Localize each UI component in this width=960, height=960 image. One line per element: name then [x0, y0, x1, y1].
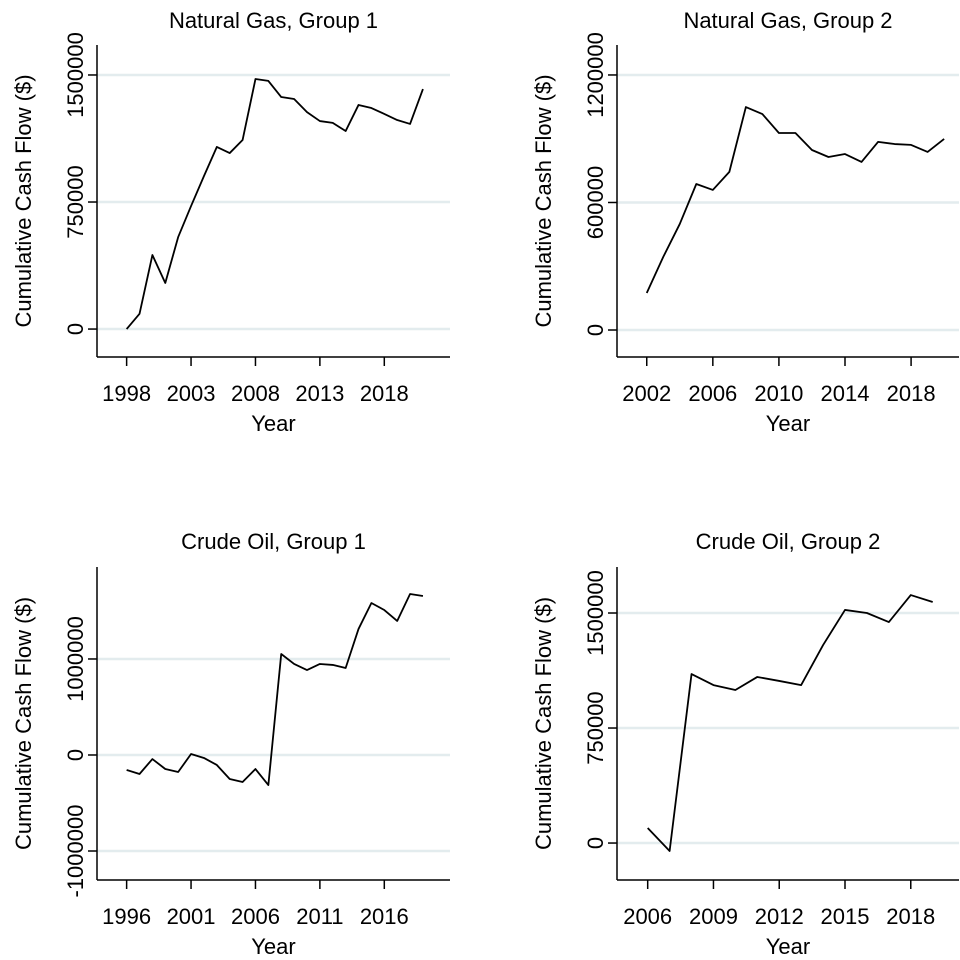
y-tick-label: 1500000: [583, 570, 608, 656]
x-tick-label: 2012: [755, 904, 804, 929]
chart-title: Crude Oil, Group 1: [181, 529, 366, 554]
data-line: [647, 594, 933, 852]
x-axis-label: Year: [251, 934, 295, 959]
y-tick-label: 1500000: [63, 32, 88, 118]
x-tick-label: 2009: [689, 904, 738, 929]
y-axis-label: Cumulative Cash Flow ($): [11, 74, 36, 327]
x-tick-label: 2002: [622, 381, 671, 406]
x-tick-label: 2006: [688, 381, 737, 406]
data-line: [645, 106, 945, 294]
chart-title: Natural Gas, Group 1: [169, 8, 378, 33]
y-axis-label: Cumulative Cash Flow ($): [531, 74, 556, 327]
x-tick-label: 2011: [296, 904, 343, 929]
y-tick-label: 0: [583, 837, 608, 849]
x-axis-label: Year: [766, 411, 810, 436]
x-tick-label: 2014: [821, 381, 870, 406]
y-axis-label: Cumulative Cash Flow ($): [531, 597, 556, 850]
y-tick-label: 600000: [583, 166, 608, 239]
y-tick-label: 750000: [63, 165, 88, 238]
x-tick-label: 2013: [295, 381, 344, 406]
y-tick-label: -1000000: [63, 805, 88, 898]
y-tick-label: 750000: [583, 691, 608, 764]
x-tick-label: 2003: [167, 381, 216, 406]
y-tick-label: 1200000: [583, 32, 608, 118]
chart-title: Crude Oil, Group 2: [696, 529, 881, 554]
x-tick-label: 2016: [360, 904, 409, 929]
y-tick-label: 0: [63, 323, 88, 335]
y-axis-label: Cumulative Cash Flow ($): [11, 597, 36, 850]
x-tick-label: 2006: [231, 904, 280, 929]
y-tick-label: 0: [583, 324, 608, 336]
y-tick-label: 0: [63, 749, 88, 761]
x-tick-label: 1998: [102, 381, 151, 406]
data-line: [126, 593, 424, 786]
data-line: [125, 78, 424, 330]
x-tick-label: 2001: [167, 904, 216, 929]
x-tick-label: 2018: [886, 904, 935, 929]
x-tick-label: 1996: [102, 904, 151, 929]
x-tick-label: 2018: [887, 381, 936, 406]
chart-title: Natural Gas, Group 2: [683, 8, 892, 33]
x-tick-label: 2010: [754, 381, 803, 406]
x-axis-label: Year: [251, 411, 295, 436]
x-axis-label: Year: [766, 934, 810, 959]
x-tick-label: 2008: [231, 381, 280, 406]
y-tick-label: 1000000: [63, 616, 88, 702]
x-tick-label: 2006: [623, 904, 672, 929]
x-tick-label: 2015: [821, 904, 870, 929]
x-tick-label: 2018: [360, 381, 409, 406]
